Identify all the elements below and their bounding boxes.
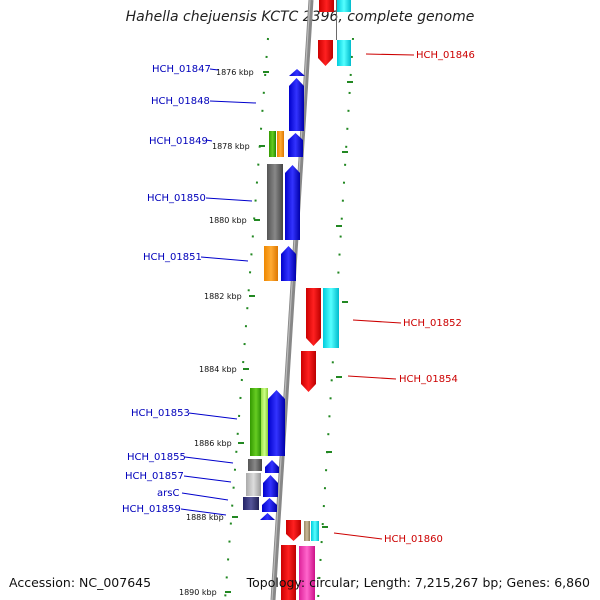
gene-label[interactable]: HCH_01848 — [151, 96, 210, 107]
gene-arrow-cyan — [311, 521, 319, 541]
gene-label[interactable]: HCH_01851 — [143, 252, 202, 263]
gene-arrow-red — [281, 545, 296, 600]
tick-label: 1878 kbp — [212, 142, 250, 151]
genome-backbone — [270, 0, 314, 600]
gene-arrow-red — [306, 288, 321, 346]
gene-label[interactable]: HCH_01853 — [131, 408, 190, 419]
gene-arrow-red — [286, 520, 301, 541]
gene-arrow-blue — [260, 513, 275, 520]
gene-arrow-gray — [336, 0, 337, 40]
gene-arrow-green — [250, 388, 262, 456]
gene-arrow-light-green — [261, 388, 268, 456]
leader-lines-right — [333, 53, 415, 540]
right-dot-track — [317, 37, 354, 600]
leader-lines-left — [180, 68, 257, 516]
gene-label[interactable]: HCH_01847 — [152, 64, 211, 75]
tick-label: 1880 kbp — [209, 216, 247, 225]
gene-label[interactable]: HCH_01859 — [122, 504, 181, 515]
tick-label: 1884 kbp — [199, 365, 237, 374]
gene-arrow-light-gray — [246, 473, 261, 496]
gene-arrow-red — [318, 40, 333, 66]
gene-label[interactable]: HCH_01857 — [125, 471, 184, 482]
tick-label: 1882 kbp — [204, 292, 242, 301]
gene-arrow-pink — [299, 546, 315, 600]
gene-arrow-red — [319, 0, 334, 12]
gene-label[interactable]: HCH_01852 — [403, 318, 462, 329]
gene-arrow-cyan — [337, 0, 351, 12]
gene-arrow-cyan — [337, 40, 351, 66]
gene-label[interactable]: HCH_01846 — [416, 50, 475, 61]
gene-arrow-orange — [264, 246, 278, 281]
accession-text: Accession: NC_007645 — [9, 575, 152, 590]
map-title: Hahella chejuensis KCTC 2396, complete g… — [125, 9, 475, 25]
gene-arrow-blue — [289, 78, 304, 131]
gene-label[interactable]: HCH_01855 — [127, 452, 186, 463]
gene-label[interactable]: HCH_01849 — [149, 136, 208, 147]
gene-arrow-gray — [267, 164, 283, 240]
gene-arrow-navy — [243, 497, 259, 510]
gene-label[interactable]: HCH_01854 — [399, 374, 458, 385]
tick-label: 1886 kbp — [194, 439, 232, 448]
gene-arrow-tan — [304, 521, 310, 541]
gene-arrow-blue — [268, 390, 285, 456]
left-dot-track — [224, 37, 269, 600]
tick-label: 1888 kbp — [186, 513, 224, 522]
gene-arrow-blue — [285, 165, 300, 240]
gene-label[interactable]: HCH_01850 — [147, 193, 206, 204]
gene-arrow-green — [269, 131, 276, 157]
tick-label: 1876 kbp — [216, 68, 254, 77]
gene-arrow-gray — [248, 459, 262, 471]
gene-arrow-blue — [262, 498, 277, 512]
tick-label: 1890 kbp — [179, 588, 217, 597]
gene-label[interactable]: HCH_01860 — [384, 534, 443, 545]
gene-arrow-blue — [263, 475, 278, 497]
gene-arrow-cyan — [323, 288, 339, 348]
gene-arrow-blue — [289, 69, 305, 76]
gene-arrow-orange — [277, 131, 284, 157]
gene-label[interactable]: arsC — [157, 488, 179, 499]
gene-arrow-blue — [281, 246, 296, 281]
gene-arrow-blue — [288, 133, 303, 157]
tick-marks — [225, 71, 353, 593]
topology-text: Topology: circular; Length: 7,215,267 bp… — [246, 575, 590, 590]
gene-arrow-red — [301, 351, 316, 392]
gene-arrow-blue — [265, 460, 279, 473]
